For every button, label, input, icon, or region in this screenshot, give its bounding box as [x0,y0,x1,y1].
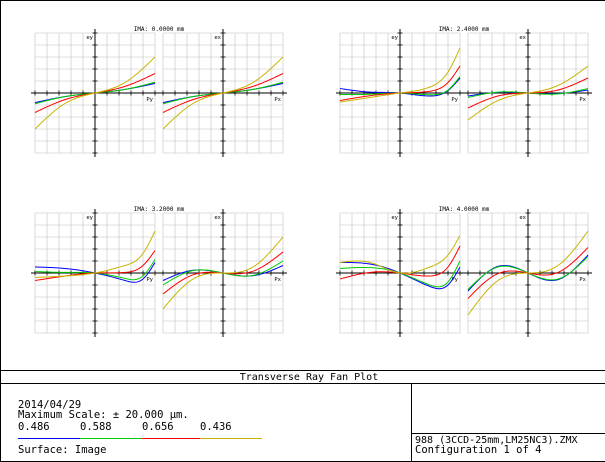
ray-fan-curve-0-436 [339,47,461,103]
x-axis-label: Px [579,97,586,103]
y-axis-label: ex [519,35,526,41]
footer-title: Transverse Ray Fan Plot [240,372,378,383]
x-axis-label: Px [579,277,586,283]
ray-fan-curve-0-436 [34,56,156,130]
x-axis-label: Py [451,97,458,103]
x-axis-label: Px [274,277,281,283]
ray-fan-curve-0-436 [162,56,284,130]
footer: Transverse Ray Fan Plot 2014/04/29 Maxim… [0,370,605,462]
ray-fan-curve-0-436 [339,235,461,274]
field-label: IMA: 4.0000 mm [439,206,490,213]
field-label: IMA: 3.2000 mm [134,206,185,213]
footer-surface: Surface: Image [18,444,107,456]
sagittal-fan-panel: ex Px [464,209,592,337]
footer-file-name: 988 (3CCD-25mm,LM25NC3).ZMX [415,435,578,446]
y-axis-label: ey [391,215,398,221]
wavelength-label-0-656: 0.656 [142,421,174,433]
y-axis-label: ey [86,35,93,41]
footer-configuration: Configuration 1 of 4 [415,444,541,456]
x-axis-label: Py [451,277,458,283]
wavelength-label-0-486: 0.486 [18,421,50,433]
footer-date: 2014/04/29 [18,399,81,411]
y-axis-label: ex [214,215,221,221]
y-axis-label: ey [86,215,93,221]
x-axis-label: Py [146,97,153,103]
ray-fan-curve-0-436 [162,236,284,310]
y-axis-label: ey [391,35,398,41]
ray-fan-curve-0-436 [467,65,589,121]
field-label: IMA: 2.4000 mm [439,26,490,33]
y-axis-label: ex [214,35,221,41]
sagittal-fan-panel: ex Px [464,29,592,157]
sagittal-fan-panel: ex Px [159,29,287,157]
wavelength-legend: 0.486 0.588 0.656 0.436 [18,421,262,439]
sagittal-fan-panel: ex Px [159,209,287,337]
y-axis-label: ex [519,215,526,221]
tangential-fan-panel: ey Py [31,29,159,157]
tangential-fan-panel: ey Py [336,209,464,337]
tangential-fan-panel: ey Py [336,29,464,157]
plots-area: IMA: 0.0000 mm ey Py ex Px IMA: 2.4000 mm ey Py… [31,26,592,337]
ray-fan-curve-0-436 [34,230,156,278]
x-axis-label: Py [146,277,153,283]
wavelength-label-0-588: 0.588 [80,421,112,433]
footer-max-scale: Maximum Scale: ± 20.000 µm. [18,409,189,421]
wavelength-label-0-436: 0.436 [200,421,232,433]
field-label: IMA: 0.0000 mm [134,26,185,33]
tangential-fan-panel: ey Py [31,209,159,337]
ray-fan-curve-0-436 [467,230,589,316]
x-axis-label: Px [274,97,281,103]
